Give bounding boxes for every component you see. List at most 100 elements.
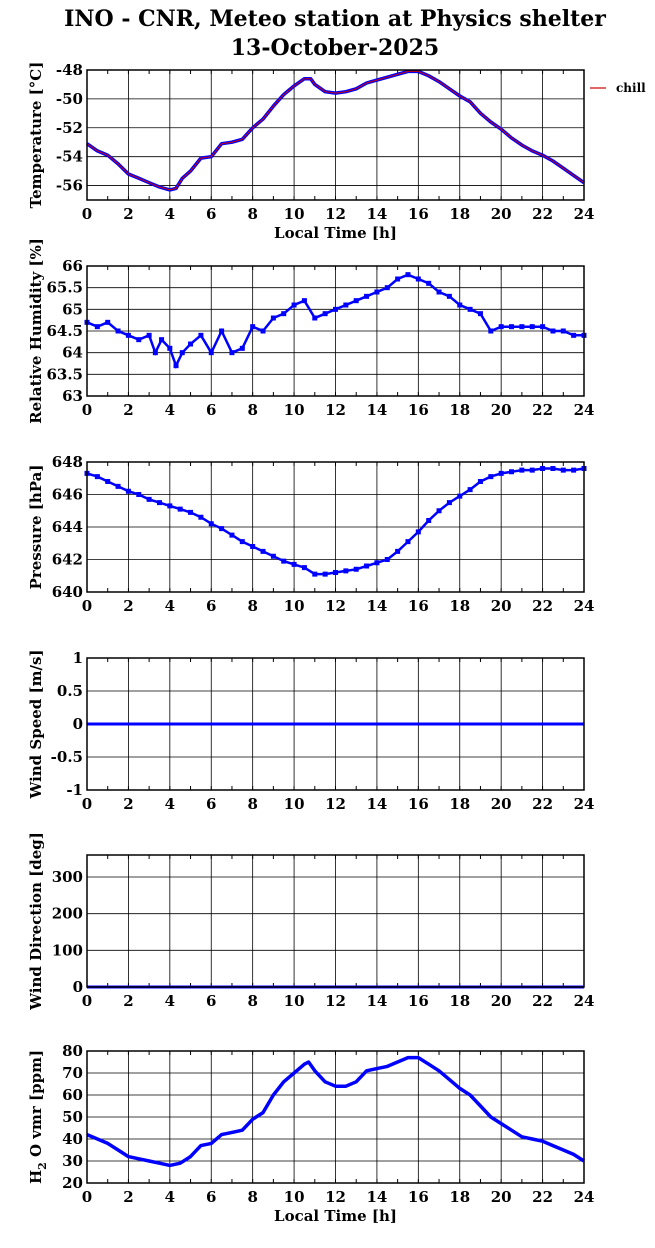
data-point xyxy=(426,518,432,523)
data-point xyxy=(488,474,494,480)
data-point xyxy=(405,539,411,545)
x-tick-label: 12 xyxy=(325,597,346,615)
data-point xyxy=(239,345,245,351)
plot-frame xyxy=(86,854,585,988)
y-tick-label: 300 xyxy=(52,868,83,886)
data-point xyxy=(250,324,256,330)
x-tick-label: 24 xyxy=(574,597,595,615)
data-point xyxy=(219,328,225,334)
data-point xyxy=(105,479,111,484)
data-point xyxy=(560,328,566,334)
x-tick-label: 8 xyxy=(247,1188,257,1206)
data-point xyxy=(415,276,421,282)
x-tick-label: 18 xyxy=(449,1188,470,1206)
x-tick-label: 20 xyxy=(491,795,512,813)
data-point xyxy=(260,328,266,334)
data-point xyxy=(395,548,401,554)
data-point xyxy=(509,469,515,475)
data-point xyxy=(179,350,185,356)
x-tick-label: 12 xyxy=(325,795,346,813)
data-point xyxy=(125,332,131,338)
data-point xyxy=(270,315,276,321)
x-tick-label: 24 xyxy=(574,401,595,419)
x-tick-label: 22 xyxy=(532,1188,553,1206)
x-tick-label: 8 xyxy=(247,401,257,419)
y-tick-label: 646 xyxy=(52,486,83,504)
data-point xyxy=(291,302,297,308)
x-tick-label: 18 xyxy=(449,205,470,223)
x-tick-label: 12 xyxy=(325,1188,346,1206)
y-axis-label: Pressure [hPa] xyxy=(27,465,45,590)
x-tick-label: 6 xyxy=(206,1188,216,1206)
data-point xyxy=(94,324,100,330)
y-tick-label: 642 xyxy=(52,551,83,569)
data-point xyxy=(208,521,214,527)
data-point xyxy=(529,467,535,473)
data-point xyxy=(477,311,483,317)
x-tick-label: 6 xyxy=(206,992,216,1010)
y-tick-label: 1 xyxy=(73,649,83,667)
plot-frame xyxy=(86,1050,585,1184)
data-point xyxy=(312,571,318,577)
data-point xyxy=(312,315,318,321)
x-tick-label: 24 xyxy=(574,795,595,813)
x-tick-label: 24 xyxy=(574,1188,595,1206)
y-tick-label: 200 xyxy=(52,905,83,923)
data-point xyxy=(540,324,546,330)
data-point xyxy=(436,289,442,295)
y-tick-label: 70 xyxy=(62,1064,83,1082)
y-tick-label: 40 xyxy=(62,1130,83,1148)
data-point xyxy=(281,311,287,317)
data-point xyxy=(426,280,432,286)
data-point xyxy=(152,350,158,356)
data-point xyxy=(436,508,442,514)
data-point xyxy=(115,328,121,334)
data-point xyxy=(136,337,142,343)
data-point xyxy=(560,467,566,473)
x-tick-label: 2 xyxy=(123,597,133,615)
data-point xyxy=(159,337,165,343)
data-point xyxy=(146,496,152,502)
y-tick-label: 63.5 xyxy=(46,365,83,383)
data-point xyxy=(571,467,577,473)
x-tick-label: 8 xyxy=(247,795,257,813)
y-axis-label: Temperature [°C] xyxy=(27,62,45,209)
data-point xyxy=(457,493,463,499)
data-point xyxy=(550,328,556,334)
data-point xyxy=(270,553,276,559)
y-tick-label: -0.5 xyxy=(51,748,83,766)
x-tick-label: 14 xyxy=(366,205,387,223)
data-point xyxy=(333,570,338,575)
data-point xyxy=(353,298,359,304)
data-point xyxy=(571,332,577,338)
x-tick-label: 14 xyxy=(366,795,387,813)
chart-subtitle-date: 13-October-2025 xyxy=(231,35,439,61)
x-tick-label: 20 xyxy=(491,597,512,615)
data-point xyxy=(405,272,411,278)
x-tick-label: 2 xyxy=(123,992,133,1010)
panel-humidity: 0 2 4 6 8 10 12 14 16 18 20 22 246363.56464.56565.56… xyxy=(27,238,594,424)
y-axis-label: Relative Humidity [%] xyxy=(27,238,45,424)
y-tick-label: -56 xyxy=(56,177,83,195)
data-point xyxy=(281,558,287,564)
x-tick-label: 24 xyxy=(574,205,595,223)
x-tick-label: 8 xyxy=(247,992,257,1010)
x-tick-label: 0 xyxy=(82,1188,92,1206)
data-point xyxy=(125,488,131,494)
data-point xyxy=(343,302,349,308)
y-axis-label-sub: 2 xyxy=(36,1162,49,1170)
y-tick-label: 66 xyxy=(62,257,83,275)
data-point xyxy=(198,332,204,338)
x-tick-label: 0 xyxy=(82,401,92,419)
x-tick-label: 14 xyxy=(366,1188,387,1206)
x-tick-label: 10 xyxy=(284,597,305,615)
x-tick-label: 16 xyxy=(408,992,429,1010)
x-tick-label: 2 xyxy=(123,401,133,419)
x-tick-label: 16 xyxy=(408,795,429,813)
x-tick-label: 6 xyxy=(206,795,216,813)
x-tick-label: 4 xyxy=(165,992,175,1010)
data-point xyxy=(301,298,307,304)
